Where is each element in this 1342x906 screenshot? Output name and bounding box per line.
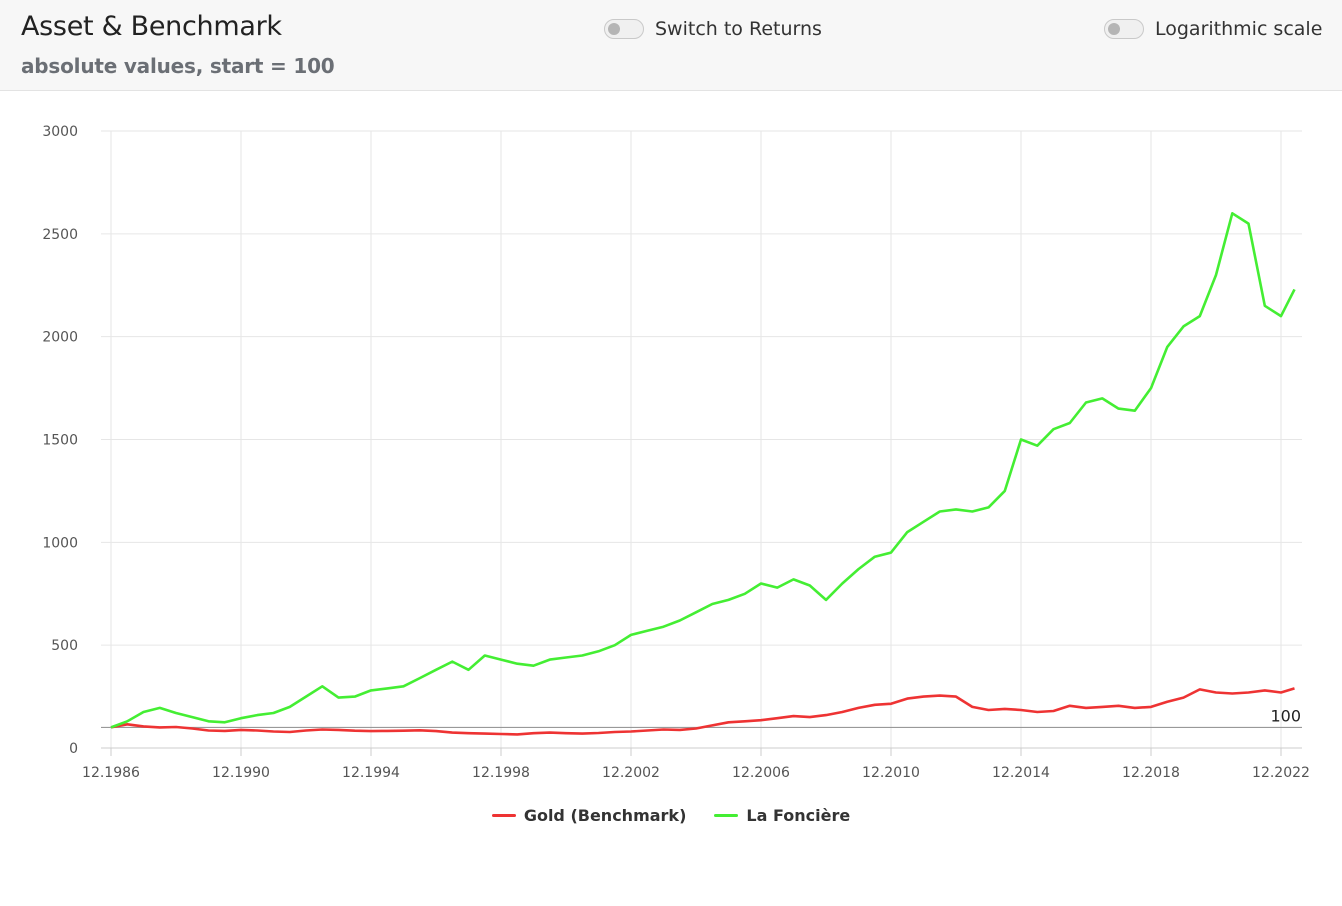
x-tick-label: 12.2010 <box>862 765 920 781</box>
legend-label-gold: Gold (Benchmark) <box>523 806 687 825</box>
legend-item-gold[interactable]: Gold (Benchmark) <box>491 806 687 825</box>
legend-swatch-gold <box>491 814 516 817</box>
series-line-la-fonciere <box>110 212 1296 729</box>
x-tick-label: 12.2006 <box>732 765 790 781</box>
chart-title: Asset & Benchmark <box>21 11 282 42</box>
y-tick-label: 1500 <box>42 433 78 449</box>
x-tick-label: 12.2014 <box>992 765 1050 781</box>
legend-item-la-fonciere[interactable]: La Foncière <box>714 806 850 825</box>
x-tick-label: 12.1986 <box>82 765 140 781</box>
x-tick-label: 12.2002 <box>602 765 660 781</box>
chart-legend: Gold (Benchmark) La Foncière <box>0 806 1342 825</box>
returns-toggle-label[interactable]: Switch to Returns <box>655 18 822 40</box>
x-axis: 12.1986 12.1990 12.1994 12.1998 12.2002 12.20… <box>82 747 1310 781</box>
toggle-knob <box>1108 23 1120 35</box>
chart-grid <box>101 130 1302 749</box>
y-tick-label: 3000 <box>42 124 78 140</box>
log-scale-toggle-switch[interactable] <box>1104 19 1144 39</box>
y-tick-label: 0 <box>69 741 78 757</box>
y-axis: 0 500 1000 1500 2000 2500 3000 <box>42 124 78 757</box>
series-group <box>110 212 1296 736</box>
legend-swatch-la-fonciere <box>714 814 739 817</box>
returns-toggle-control[interactable]: Switch to Returns <box>604 18 822 40</box>
log-scale-toggle-label[interactable]: Logarithmic scale <box>1155 18 1323 40</box>
x-tick-label: 12.2022 <box>1252 765 1310 781</box>
returns-toggle-switch[interactable] <box>604 19 644 39</box>
y-tick-label: 500 <box>51 638 78 654</box>
y-tick-label: 2000 <box>42 330 78 346</box>
y-tick-label: 2500 <box>42 227 78 243</box>
chart-header: Asset & Benchmark absolute values, start… <box>0 0 1342 91</box>
legend-label-la-fonciere: La Foncière <box>746 806 851 825</box>
y-tick-label: 1000 <box>42 535 78 551</box>
toggle-knob <box>608 23 620 35</box>
reference-line-label: 100 <box>1270 706 1301 725</box>
log-scale-toggle-control[interactable]: Logarithmic scale <box>1104 18 1322 40</box>
chart-subtitle: absolute values, start = 100 <box>21 54 335 78</box>
x-tick-label: 12.1998 <box>472 765 530 781</box>
series-line-gold <box>110 687 1295 736</box>
x-tick-label: 12.2018 <box>1122 765 1180 781</box>
x-tick-label: 12.1994 <box>342 765 400 781</box>
x-tick-label: 12.1990 <box>212 765 270 781</box>
